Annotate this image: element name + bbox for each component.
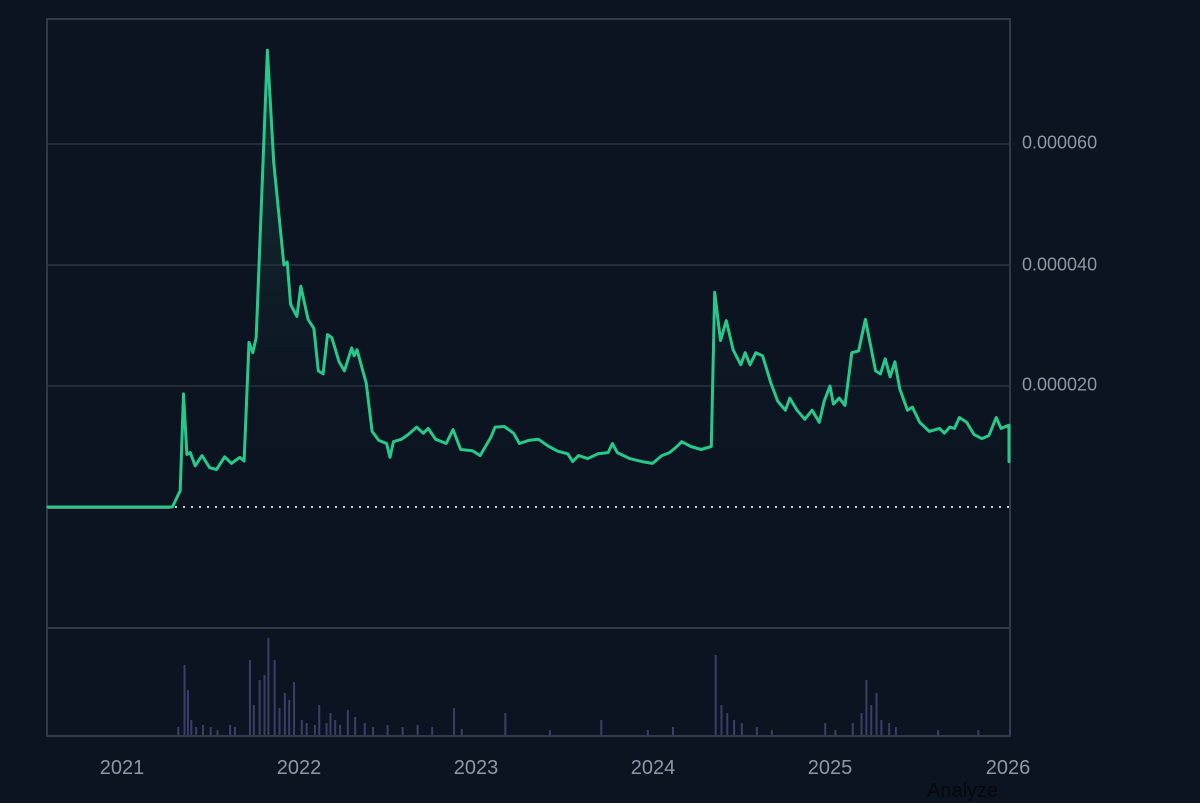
y-tick-label: 0.000020 xyxy=(1022,374,1098,395)
y-tick-label: 0.000060 xyxy=(1022,132,1098,153)
price-line xyxy=(46,48,1011,509)
volume-bars xyxy=(177,638,1011,735)
analyze-button[interactable]: Analyze xyxy=(927,780,999,802)
x-tick-label: 2022 xyxy=(276,757,322,779)
price-area xyxy=(48,50,1009,507)
x-tick-label: 2021 xyxy=(99,757,145,779)
y-tick-label: 0.000040 xyxy=(1022,254,1098,275)
x-tick-label: 2025 xyxy=(807,757,853,779)
x-tick-label: 2023 xyxy=(453,757,499,779)
x-tick-label: 2024 xyxy=(630,757,676,779)
x-tick-label: 2026 xyxy=(985,757,1031,779)
plot-frame xyxy=(46,18,1011,737)
